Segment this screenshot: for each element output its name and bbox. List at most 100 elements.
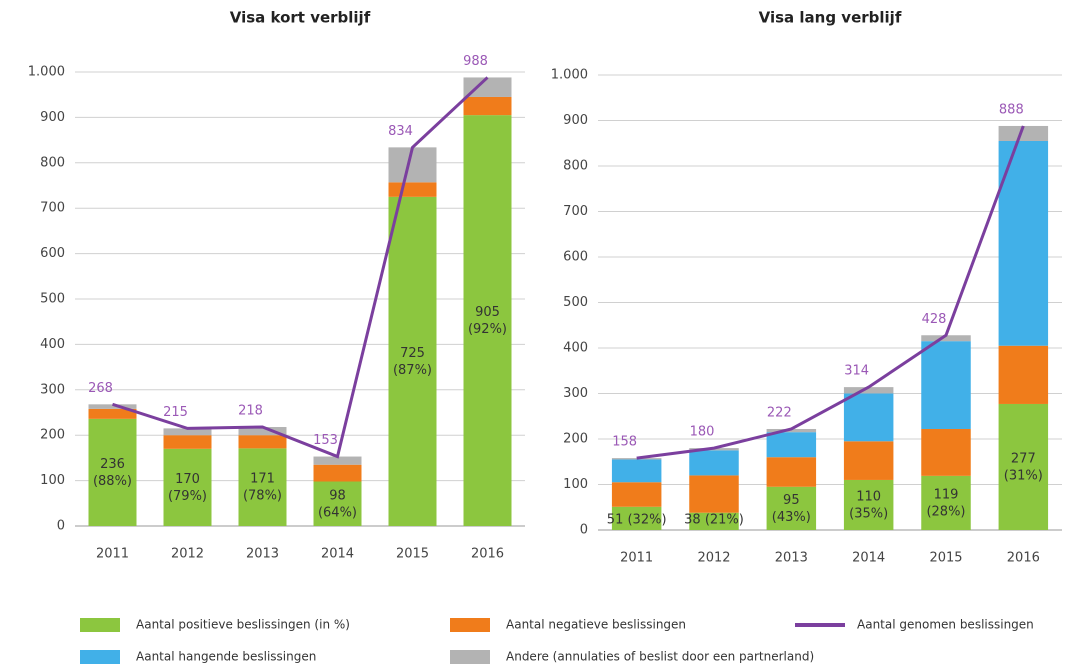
y-tick-label: 400 — [563, 341, 588, 356]
x-tick-label: 2012 — [697, 551, 730, 566]
y-tick-label: 300 — [563, 386, 588, 401]
legend-swatch — [450, 650, 490, 664]
x-tick-label: 2014 — [852, 551, 885, 566]
y-tick-label: 700 — [40, 201, 65, 216]
legend-label: Andere (annulaties of beslist door een p… — [506, 650, 814, 664]
bar-segment — [766, 432, 817, 458]
total-label: 888 — [999, 102, 1024, 117]
bar-segment — [463, 96, 512, 116]
x-tick-label: 2011 — [96, 547, 129, 562]
legend-label: Aantal positieve beslissingen (in %) — [136, 618, 350, 632]
y-tick-label: 1.000 — [551, 68, 588, 83]
bar-segment — [88, 404, 137, 409]
total-label: 180 — [690, 425, 715, 440]
total-label: 153 — [313, 433, 338, 448]
total-label: 218 — [238, 404, 263, 419]
y-tick-label: 900 — [40, 110, 65, 125]
x-tick-label: 2013 — [246, 547, 279, 562]
bar-segment — [689, 475, 739, 513]
y-tick-label: 1.000 — [28, 65, 65, 80]
data-label: 95 (43%) — [772, 492, 811, 524]
legend-swatch — [450, 618, 490, 632]
y-tick-label: 900 — [563, 113, 588, 128]
bar-segment — [238, 427, 287, 436]
legend-label: Aantal hangende beslissingen — [136, 650, 316, 664]
total-label: 158 — [612, 435, 637, 450]
data-label: 119 (28%) — [926, 487, 965, 519]
data-label: 725 (87%) — [393, 345, 432, 377]
data-label: 236 (88%) — [93, 456, 132, 488]
bar-segment — [689, 450, 739, 476]
x-tick-label: 2016 — [1007, 551, 1040, 566]
total-label: 222 — [767, 405, 792, 420]
y-tick-label: 100 — [563, 477, 588, 492]
bar-segment — [843, 479, 894, 530]
bar-segment — [611, 506, 662, 530]
chart-title: Visa kort verblijf — [230, 9, 371, 27]
bar-segment — [388, 196, 437, 526]
x-tick-label: 2014 — [321, 547, 354, 562]
y-tick-label: 0 — [57, 519, 65, 534]
bar-segment — [843, 441, 894, 480]
data-label: 38 (21%) — [684, 513, 744, 528]
bar-segment — [843, 387, 894, 394]
x-tick-label: 2015 — [396, 547, 429, 562]
bar-segment — [88, 418, 137, 526]
legend-label: Aantal genomen beslissingen — [857, 618, 1034, 632]
y-tick-label: 300 — [40, 382, 65, 397]
legend-swatch — [80, 650, 120, 664]
y-tick-label: 600 — [563, 250, 588, 265]
bar-segment — [313, 464, 362, 482]
legend-label: Aantal negatieve beslissingen — [506, 618, 686, 632]
bar-segment — [998, 403, 1049, 530]
bar-segment — [313, 481, 362, 526]
bar-segment — [463, 115, 512, 526]
bar-segment — [611, 458, 662, 460]
bar-segment — [766, 486, 817, 530]
total-label: 314 — [844, 364, 869, 379]
bar-segment — [388, 182, 437, 197]
y-tick-label: 600 — [40, 246, 65, 261]
y-tick-label: 100 — [40, 473, 65, 488]
x-tick-label: 2013 — [775, 551, 808, 566]
bar-segment — [313, 456, 362, 465]
data-label: 98 (64%) — [318, 488, 357, 520]
bar-segment — [689, 512, 739, 530]
y-tick-label: 400 — [40, 337, 65, 352]
legend-swatch — [80, 618, 120, 632]
y-tick-label: 500 — [40, 292, 65, 307]
total-label: 268 — [88, 381, 113, 396]
bar-segment — [998, 345, 1049, 404]
bar-segment — [766, 457, 817, 487]
total-line — [112, 76, 489, 459]
y-tick-label: 700 — [563, 204, 588, 219]
bar-segment — [998, 140, 1049, 346]
data-label: 170 (79%) — [168, 471, 207, 503]
bar-segment — [163, 428, 212, 436]
total-label: 215 — [163, 405, 188, 420]
data-label: 277 (31%) — [1004, 451, 1043, 483]
bar-segment — [163, 435, 212, 449]
y-tick-label: 500 — [563, 295, 588, 310]
data-label: 905 (92%) — [468, 305, 507, 337]
bar-segment — [921, 341, 971, 429]
total-label: 428 — [922, 312, 947, 327]
data-label: 51 (32%) — [607, 513, 667, 528]
total-line — [636, 125, 1025, 460]
bar-segment — [766, 428, 817, 433]
bar-segment — [611, 482, 662, 507]
x-tick-label: 2011 — [620, 551, 653, 566]
data-label: 171 (78%) — [243, 471, 282, 503]
total-label: 988 — [463, 54, 488, 69]
data-label: 110 (35%) — [849, 489, 888, 521]
x-tick-label: 2016 — [471, 547, 504, 562]
bar-segment — [921, 335, 971, 342]
y-tick-label: 0 — [580, 523, 588, 538]
y-tick-label: 200 — [563, 432, 588, 447]
bar-segment — [163, 448, 212, 526]
bar-segment — [463, 77, 512, 97]
bar-segment — [88, 408, 137, 419]
chart-title: Visa lang verblijf — [759, 9, 902, 27]
y-tick-label: 800 — [40, 155, 65, 170]
